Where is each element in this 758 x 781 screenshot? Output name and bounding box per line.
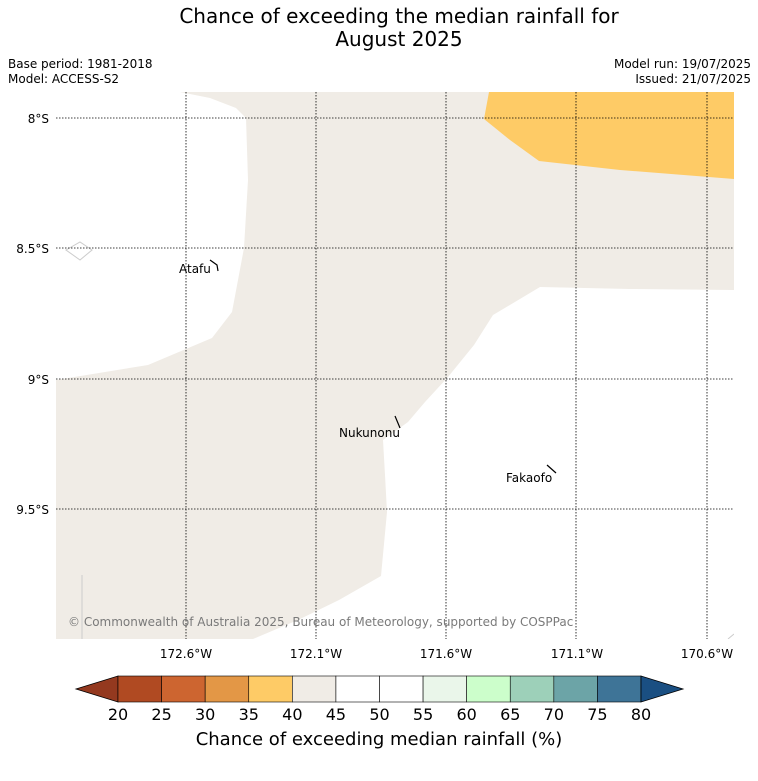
colorbar-cell-20-25 — [117, 675, 162, 703]
lat-label-9-5: 9.5°S — [16, 503, 49, 517]
colorbar-tick-60: 60 — [456, 705, 476, 724]
colorbar-tick-75: 75 — [587, 705, 607, 724]
meta-left: Base period: 1981-2018 Model: ACCESS-S2 — [8, 57, 153, 87]
base-period: Base period: 1981-2018 — [8, 57, 153, 71]
atafu-island-marker — [209, 259, 219, 272]
lon-label-170-6: 170.6°W — [681, 647, 733, 661]
colorbar-cell-50-55 — [379, 675, 424, 703]
copyright-notice: © Commonwealth of Australia 2025, Bureau… — [68, 615, 573, 629]
region-40-45 — [56, 92, 734, 639]
colorbar-cell-65-70 — [509, 675, 555, 703]
colorbar-cell-30-35 — [204, 675, 250, 703]
colorbar-tick-55: 55 — [413, 705, 433, 724]
title-line-2: August 2025 — [335, 27, 463, 51]
colorbar-title: Chance of exceeding median rainfall (%) — [195, 729, 563, 750]
colorbar: 20 25 30 35 40 45 50 55 60 65 70 75 80 — [74, 675, 685, 724]
colorbar-tick-70: 70 — [544, 705, 564, 724]
colorbar-cell-60-65 — [466, 675, 511, 703]
colorbar-over-arrow — [640, 675, 685, 703]
place-label-atafu: Atafu — [179, 262, 211, 276]
model-run: Model run: 19/07/2025 — [613, 57, 751, 71]
lon-label-171-6: 171.6°W — [420, 647, 472, 661]
graticule — [56, 92, 734, 639]
lat-label-8-5: 8.5°S — [16, 242, 49, 256]
lon-label-171-1: 171.1°W — [551, 647, 603, 661]
colorbar-tick-30: 30 — [195, 705, 215, 724]
colorbar-tick-80: 80 — [631, 705, 651, 724]
colorbar-cell-70-75 — [553, 675, 598, 703]
colorbar-under-arrow — [74, 675, 119, 703]
lat-label-9: 9°S — [28, 373, 49, 387]
colorbar-tick-35: 35 — [239, 705, 259, 724]
colorbar-tick-45: 45 — [326, 705, 346, 724]
colorbar-cell-25-30 — [161, 675, 206, 703]
fakaofo-island-marker — [546, 464, 557, 474]
colorbar-tick-50: 50 — [369, 705, 389, 724]
map-title: Chance of exceeding the median rainfall … — [0, 5, 758, 51]
colorbar-ticks: 20 25 30 35 40 45 50 55 60 65 70 75 80 — [108, 705, 651, 724]
colorbar-cell-75-80 — [597, 675, 642, 703]
lon-label-172-6: 172.6°W — [160, 647, 212, 661]
longitude-labels: 172.6°W 172.1°W 171.6°W 171.1°W 170.6°W — [160, 647, 733, 661]
nukunonu-island-marker — [394, 415, 401, 429]
title-line-1: Chance of exceeding the median rainfall … — [179, 4, 619, 28]
place-label-fakaofo: Fakaofo — [506, 471, 552, 485]
colorbar-tick-65: 65 — [500, 705, 520, 724]
colorbar-tick-20: 20 — [108, 705, 128, 724]
colorbar-cell-55-60 — [422, 675, 467, 703]
colorbar-cell-40-45 — [292, 675, 337, 703]
region-35-40 — [484, 92, 734, 179]
map: 8°S 8.5°S 9°S 9.5°S Atafu Nukunonu Fakao… — [16, 92, 734, 639]
corner-mark — [727, 633, 734, 639]
place-label-nukunonu: Nukunonu — [339, 426, 400, 440]
colorbar-cells — [117, 675, 642, 703]
lon-label-172-1: 172.1°W — [290, 647, 342, 661]
colorbar-cell-35-40 — [248, 675, 293, 703]
colorbar-tick-40: 40 — [282, 705, 302, 724]
lat-label-8: 8°S — [28, 112, 49, 126]
model-name: Model: ACCESS-S2 — [8, 72, 120, 86]
issued-date: Issued: 21/07/2025 — [635, 72, 751, 86]
islet-outline — [65, 241, 93, 261]
colorbar-cell-45-50 — [335, 675, 380, 703]
meta-right: Model run: 19/07/2025 Issued: 21/07/2025 — [614, 57, 751, 87]
colorbar-tick-25: 25 — [151, 705, 171, 724]
